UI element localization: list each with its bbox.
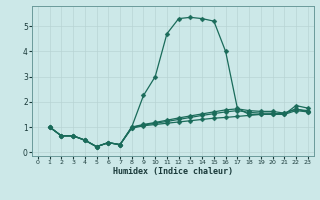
- X-axis label: Humidex (Indice chaleur): Humidex (Indice chaleur): [113, 167, 233, 176]
